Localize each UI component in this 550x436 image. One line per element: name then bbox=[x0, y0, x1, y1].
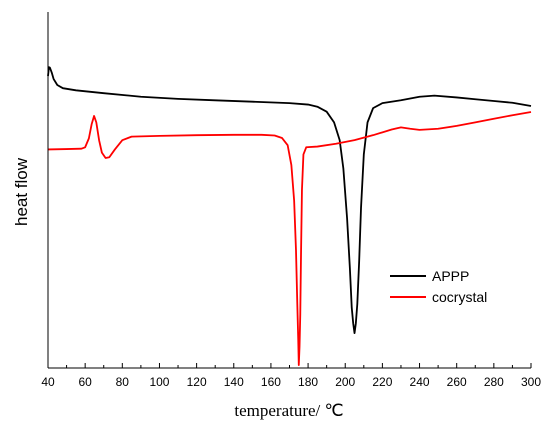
x-tick-label: 140 bbox=[224, 375, 244, 389]
legend: APPP cocrystal bbox=[390, 268, 487, 305]
x-tick-label: 40 bbox=[41, 375, 55, 389]
legend-label-cocrystal: cocrystal bbox=[432, 289, 487, 305]
x-tick-label: 280 bbox=[484, 375, 504, 389]
x-tick-label: 180 bbox=[298, 375, 318, 389]
x-tick-label: 120 bbox=[187, 375, 207, 389]
axes-layer bbox=[47, 12, 531, 369]
x-tick-label: 240 bbox=[410, 375, 430, 389]
ticks-layer: 40 60 80 100 120 140 160 180 200 220 240 260 280 300 bbox=[41, 363, 541, 389]
x-tick-label: 160 bbox=[261, 375, 281, 389]
legend-label-appp: APPP bbox=[432, 268, 469, 284]
x-tick-label: 200 bbox=[335, 375, 355, 389]
series-line-appp bbox=[47, 66, 532, 335]
x-tick-label: 300 bbox=[521, 375, 541, 389]
series-layer bbox=[47, 66, 532, 367]
x-tick-label: 260 bbox=[447, 375, 467, 389]
y-axis-title: heat flow bbox=[12, 157, 31, 226]
x-tick-label: 100 bbox=[149, 375, 169, 389]
x-axis-title: temperature/ ℃ bbox=[234, 401, 343, 420]
x-tick-label: 60 bbox=[78, 375, 92, 389]
x-tick-label: 80 bbox=[116, 375, 130, 389]
x-tick-label: 220 bbox=[372, 375, 392, 389]
series-line-cocrystal bbox=[47, 111, 532, 367]
